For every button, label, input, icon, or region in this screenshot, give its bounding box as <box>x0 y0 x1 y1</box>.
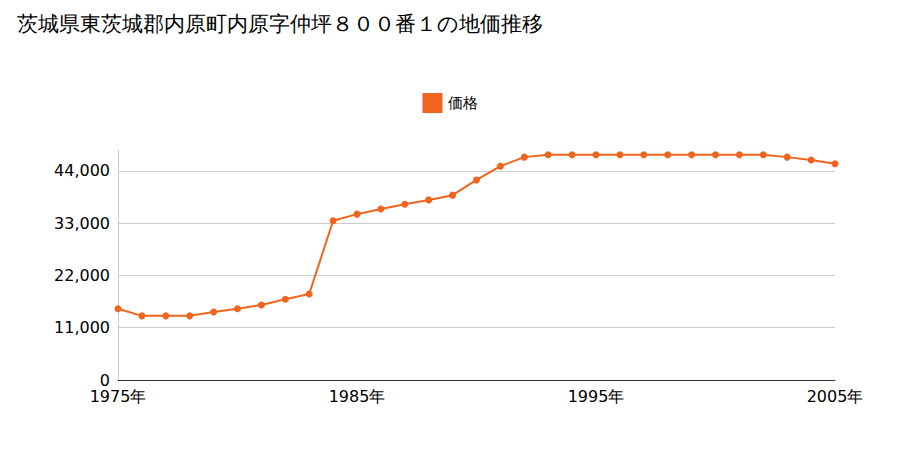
svg-text:11,000: 11,000 <box>54 318 110 337</box>
svg-text:0: 0 <box>99 370 110 390</box>
svg-text:1975年: 1975年 <box>90 387 147 406</box>
svg-text:2005年: 2005年 <box>807 387 864 406</box>
svg-text:価格: 価格 <box>448 94 478 112</box>
svg-text:1995年: 1995年 <box>568 387 625 406</box>
svg-text:33,000: 33,000 <box>54 214 110 233</box>
svg-text:1985年: 1985年 <box>329 387 386 406</box>
svg-text:44,000: 44,000 <box>54 161 110 180</box>
svg-text:22,000: 22,000 <box>54 266 110 285</box>
svg-text:茨城県東茨城郡内原町内原字仲坪８００番１の地価推移: 茨城県東茨城郡内原町内原字仲坪８００番１の地価推移 <box>17 12 543 36</box>
